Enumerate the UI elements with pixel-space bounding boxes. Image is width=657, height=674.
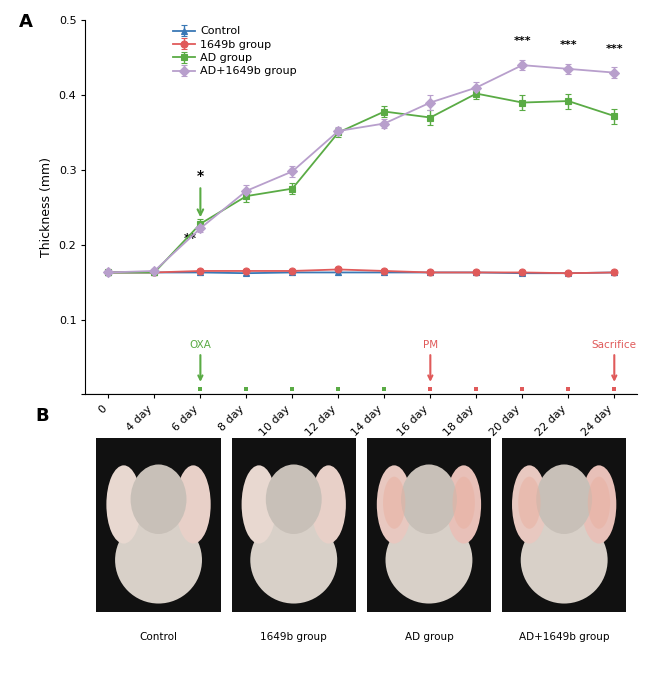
Text: AD group: AD group: [405, 632, 453, 642]
Text: B: B: [35, 407, 49, 425]
Text: A: A: [19, 13, 33, 31]
Text: AD+1649b group: AD+1649b group: [519, 632, 610, 642]
Y-axis label: Thickness (mm): Thickness (mm): [40, 157, 53, 257]
Text: PM: PM: [422, 340, 438, 379]
Text: ***: ***: [514, 36, 531, 47]
Legend: Control, 1649b group, AD group, AD+1649b group: Control, 1649b group, AD group, AD+1649b…: [168, 22, 302, 81]
Text: Sacrifice: Sacrifice: [592, 340, 637, 379]
Text: *: *: [197, 168, 204, 215]
Text: ***: ***: [606, 44, 623, 54]
Text: **: **: [184, 232, 196, 245]
Text: Control: Control: [139, 632, 177, 642]
Text: OXA: OXA: [189, 340, 212, 379]
Text: ***: ***: [560, 40, 577, 50]
Text: 1649b group: 1649b group: [260, 632, 327, 642]
